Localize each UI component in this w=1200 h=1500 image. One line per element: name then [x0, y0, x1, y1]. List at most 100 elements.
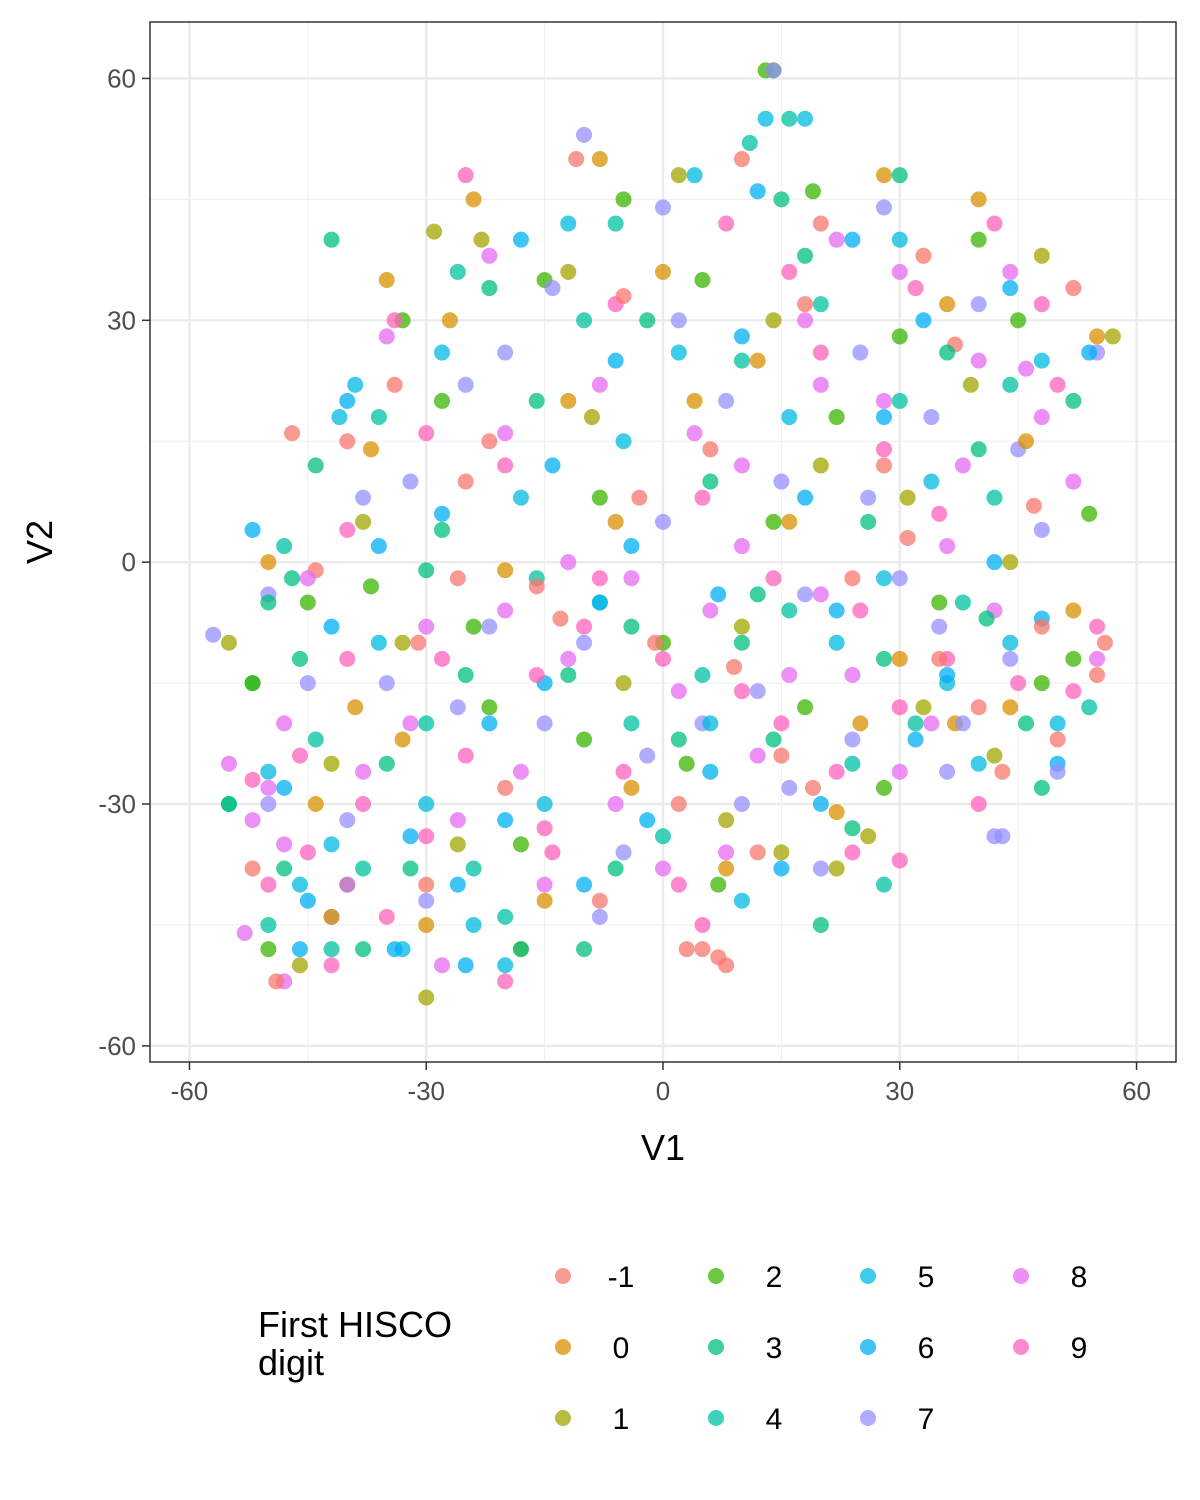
scatter-point [244, 771, 261, 788]
scatter-point [220, 634, 237, 651]
scatter-point [1049, 715, 1066, 732]
scatter-point [1065, 392, 1082, 409]
scatter-point [1033, 675, 1050, 692]
scatter-point [733, 328, 750, 345]
scatter-point [694, 916, 711, 933]
scatter-point [291, 650, 308, 667]
scatter-point [591, 151, 608, 168]
scatter-point [844, 570, 861, 587]
scatter-point [670, 796, 687, 813]
scatter-point [323, 941, 340, 958]
scatter-point [844, 844, 861, 861]
scatter-point [970, 699, 987, 716]
scatter-point [576, 312, 593, 329]
scatter-point [205, 626, 222, 643]
scatter-point [891, 570, 908, 587]
y-tick-label: 0 [122, 547, 136, 577]
scatter-point [576, 618, 593, 635]
scatter-point [781, 409, 798, 426]
legend-key-swatch [555, 1339, 571, 1355]
scatter-point [733, 538, 750, 555]
scatter-point [615, 433, 632, 450]
scatter-point [1065, 650, 1082, 667]
scatter-point [994, 763, 1011, 780]
scatter-point [1033, 409, 1050, 426]
scatter-point [449, 263, 466, 280]
scatter-point [615, 288, 632, 305]
scatter-point [386, 312, 403, 329]
scatter-point [1065, 473, 1082, 490]
scatter-point [828, 409, 845, 426]
scatter-point [497, 562, 514, 579]
scatter-point [1033, 521, 1050, 538]
scatter-point [544, 280, 561, 297]
scatter-point [418, 618, 435, 635]
scatter-point [355, 763, 372, 780]
scatter-point [244, 675, 261, 692]
scatter-point [299, 570, 316, 587]
legend-key-swatch [555, 1268, 571, 1284]
scatter-point [260, 779, 277, 796]
scatter-point [970, 796, 987, 813]
scatter-point [497, 908, 514, 925]
scatter-point [939, 667, 956, 684]
scatter-point [418, 828, 435, 845]
scatter-point [670, 312, 687, 329]
scatter-point [962, 376, 979, 393]
x-tick-label: 0 [656, 1076, 670, 1106]
scatter-point [773, 473, 790, 490]
scatter-point [749, 683, 766, 700]
scatter-point [639, 747, 656, 764]
scatter-point [1033, 296, 1050, 313]
scatter-point [852, 715, 869, 732]
scatter-point [1049, 763, 1066, 780]
x-axis-title: V1 [641, 1127, 685, 1168]
legend-key-label: 0 [613, 1332, 630, 1365]
legend-title: First HISCO digit [258, 1304, 462, 1383]
scatter-point [528, 392, 545, 409]
legend-keys: -1 0 1 2 3 4 5 6 7 8 9 [555, 1261, 1087, 1436]
scatter-point [702, 763, 719, 780]
scatter-point [418, 796, 435, 813]
scatter-point [1018, 433, 1035, 450]
scatter-point [812, 344, 829, 361]
scatter-point [591, 892, 608, 909]
scatter-point [441, 312, 458, 329]
scatter-point [749, 586, 766, 603]
scatter-point [804, 183, 821, 200]
scatter-point [362, 578, 379, 595]
scatter-point [355, 796, 372, 813]
scatter-point [710, 876, 727, 893]
scatter-point [576, 126, 593, 143]
scatter-point [323, 908, 340, 925]
scatter-point [355, 489, 372, 506]
scatter-point [576, 876, 593, 893]
scatter-point [804, 779, 821, 796]
scatter-point [773, 860, 790, 877]
legend-key-swatch [860, 1268, 876, 1284]
scatter-point [583, 409, 600, 426]
scatter-point [497, 812, 514, 829]
scatter-point [670, 683, 687, 700]
scatter-point [828, 804, 845, 821]
scatter-point [457, 747, 474, 764]
scatter-point [497, 425, 514, 442]
scatter-point [260, 763, 277, 780]
scatter-point [655, 263, 671, 280]
scatter-point [844, 755, 861, 772]
legend-key-label: -1 [608, 1261, 635, 1294]
scatter-point [497, 457, 514, 474]
scatter-point [812, 916, 829, 933]
scatter-point [260, 554, 277, 571]
scatter-point [812, 860, 829, 877]
scatter-point [970, 231, 987, 248]
scatter-point [702, 473, 719, 490]
scatter-point [686, 167, 703, 184]
y-tick-label: -30 [98, 789, 136, 819]
scatter-point [875, 650, 892, 667]
scatter-point [670, 344, 687, 361]
legend-key-swatch [708, 1268, 724, 1284]
scatter-point [291, 941, 308, 958]
scatter-point [797, 489, 814, 506]
scatter-point [773, 747, 790, 764]
